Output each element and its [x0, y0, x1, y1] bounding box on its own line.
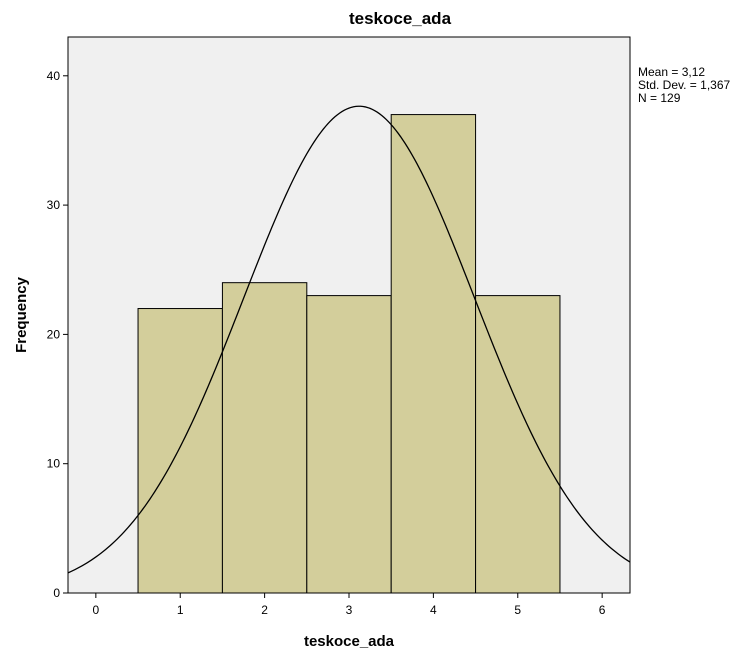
histogram-bar-1	[137, 308, 223, 594]
histogram-bar-3	[306, 295, 392, 594]
y-axis-label: Frequency	[13, 276, 30, 353]
y-tick-label: 0	[53, 586, 60, 600]
x-tick-label: 5	[514, 603, 521, 617]
y-tick-label: 20	[47, 327, 61, 341]
histogram-bar-5	[475, 295, 561, 594]
stat-mean: Mean = 3,12	[638, 65, 705, 79]
histogram-bar-4	[390, 114, 477, 594]
x-tick-label: 2	[261, 603, 268, 617]
x-tick-label: 0	[93, 603, 100, 617]
stat-n: N = 129	[638, 91, 681, 105]
histogram-bar-2	[221, 282, 308, 594]
y-tick-label: 30	[47, 198, 61, 212]
normal-curve	[67, 105, 631, 574]
bars-group	[137, 114, 561, 594]
x-tick-label: 3	[346, 603, 353, 617]
y-tick-label: 40	[47, 69, 61, 83]
y-tick-label: 10	[47, 457, 61, 471]
stat-std-dev: Std. Dev. = 1,367	[638, 78, 730, 92]
x-tick-label: 4	[430, 603, 437, 617]
x-tick-label: 1	[177, 603, 184, 617]
chart-title: teskoce_ada	[349, 9, 452, 28]
x-tick-label: 6	[599, 603, 606, 617]
y-axis: 0 10 20 30 40	[47, 69, 68, 600]
x-axis-label: teskoce_ada	[304, 633, 395, 650]
x-axis: 0 1 2 3 4 5 6	[93, 593, 606, 617]
stats-box: Mean = 3,12 Std. Dev. = 1,367 N = 129	[638, 65, 730, 105]
